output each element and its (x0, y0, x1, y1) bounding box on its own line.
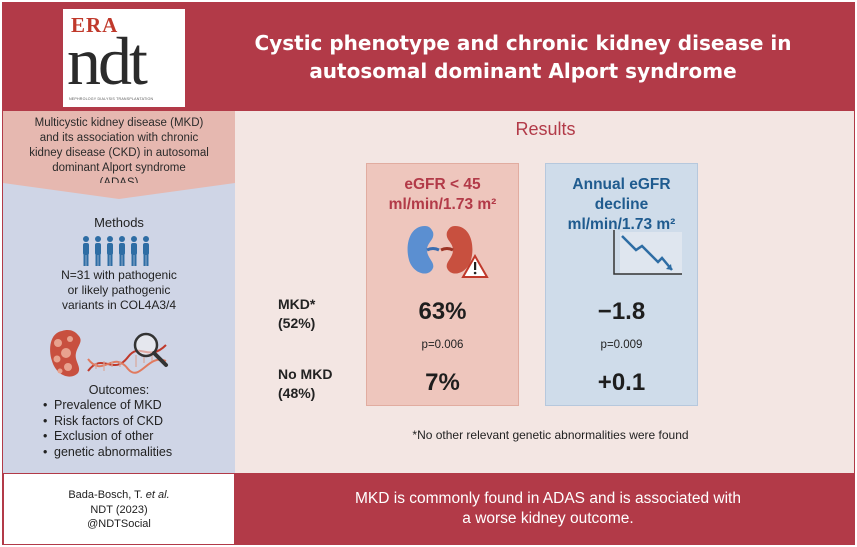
intro-text: Multicystic kidney disease (MKD) and its… (11, 116, 227, 191)
conclusion-text: MKD is commonly found in ADAS and is ass… (253, 489, 843, 529)
declining-chart-icon (613, 230, 682, 275)
decline-no-mkd-value: +0.1 (597, 369, 646, 396)
methods-text: N=31 with pathogenic or likely pathogeni… (13, 268, 225, 313)
citation-social-handle[interactable]: @NDTSocial (87, 518, 151, 530)
header-banner: ERA ndt NEPHROLOGY DIALYSIS TRANSPLANTAT… (3, 3, 854, 111)
era-logo-text: ERA (71, 13, 119, 37)
warning-icon (461, 253, 489, 278)
methods-line-1: N=31 with pathogenic (61, 268, 177, 282)
intro-line-4: dominant Alport syndrome (52, 162, 186, 174)
results-title: Results (515, 119, 576, 139)
citation-line-1: Bada-Bosch, T. et al. (4, 488, 234, 503)
egfr-panel-heading: eGFR < 45 ml/min/1.73 m² (367, 175, 518, 215)
citation-text: Bada-Bosch, T. et al. NDT (2023) @NDTSoc… (4, 488, 234, 532)
intro-box: Multicystic kidney disease (MKD) and its… (3, 111, 235, 189)
person-icon (143, 236, 149, 266)
conclusion-line-1: MKD is commonly found in ADAS and is ass… (355, 490, 741, 507)
decline-panel-heading: Annual eGFR decline ml/min/1.73 m² (546, 175, 697, 235)
diseased-kidney-icon (440, 226, 473, 274)
methods-line-2: or likely pathogenic (67, 283, 171, 297)
person-icon (107, 236, 113, 266)
citation-author: Bada-Bosch, T. (68, 489, 146, 501)
person-icon (119, 236, 125, 266)
intro-line-1: Multicystic kidney disease (MKD) (34, 117, 204, 129)
decline-panel: Annual eGFR decline ml/min/1.73 m² −1.8 … (545, 163, 698, 406)
egfr-heading-line-1: eGFR < 45 (404, 176, 481, 193)
journal-logo: ERA ndt NEPHROLOGY DIALYSIS TRANSPLANTAT… (63, 9, 185, 107)
person-icon (131, 236, 137, 266)
list-item: Exclusion of other (43, 429, 233, 445)
list-item: Prevalence of MKD (43, 398, 233, 414)
page-title: Cystic phenotype and chronic kidney dise… (198, 29, 848, 85)
egfr-mkd-value: 63% (418, 298, 467, 325)
mkd-row-label: MKD* (52%) (278, 295, 315, 333)
decline-heading-line-1: Annual eGFR decline (572, 176, 671, 213)
outcomes-list: Prevalence of MKD Risk factors of CKD Ex… (43, 398, 233, 460)
outcomes-title: Outcomes: (88, 383, 150, 397)
conclusion-line-2: a worse kidney outcome. (462, 510, 634, 527)
cystic-kidney-icon (50, 330, 81, 377)
decline-p-value: p=0.009 (600, 339, 643, 351)
magnifier-icon (133, 332, 168, 367)
logo-tagline: NEPHROLOGY DIALYSIS TRANSPLANTATION (69, 97, 154, 101)
ndt-logo-text: ndt (67, 23, 148, 99)
title-line-2: autosomal dominant Alport syndrome (309, 59, 737, 83)
list-item: Risk factors of CKD (43, 414, 233, 430)
citation-box: Bada-Bosch, T. et al. NDT (2023) @NDTSoc… (3, 473, 235, 544)
person-icon (83, 236, 89, 266)
footnote: *No other relevant genetic abnormalities… (412, 428, 689, 442)
citation-etal: et al. (145, 489, 170, 501)
methods-title: Methods (94, 215, 144, 230)
no-mkd-label: No MKD (278, 366, 333, 382)
mkd-label: MKD* (278, 296, 316, 312)
list-item: genetic abnormalities (43, 445, 233, 461)
egfr-p-value: p=0.006 (421, 339, 464, 351)
mkd-percentage: (52%) (278, 315, 316, 331)
decline-heading-line-2: ml/min/1.73 m² (567, 216, 676, 233)
intro-arrow-shape (3, 183, 235, 199)
healthy-kidney-icon (407, 226, 440, 274)
no-mkd-percentage: (48%) (278, 385, 316, 401)
no-mkd-row-label: No MKD (48%) (278, 365, 332, 403)
kidneys-warning-icon (407, 226, 489, 278)
intro-line-3: kidney disease (CKD) in autosomal (29, 147, 209, 159)
people-icon (83, 236, 149, 266)
decline-mkd-value: −1.8 (597, 298, 646, 325)
egfr-no-mkd-value: 7% (425, 369, 460, 396)
egfr-heading-line-2: ml/min/1.73 m² (388, 196, 497, 213)
citation-journal: NDT (2023) (90, 503, 148, 516)
intro-line-2: and its association with chronic (39, 132, 199, 144)
title-line-1: Cystic phenotype and chronic kidney dise… (254, 31, 792, 55)
methods-line-3: variants in COL4A3/4 (61, 298, 177, 312)
egfr-panel: eGFR < 45 ml/min/1.73 m² 63% p=0.006 7% (366, 163, 519, 406)
cystic-kidney-dna-illustration (50, 330, 168, 377)
person-icon (95, 236, 101, 266)
